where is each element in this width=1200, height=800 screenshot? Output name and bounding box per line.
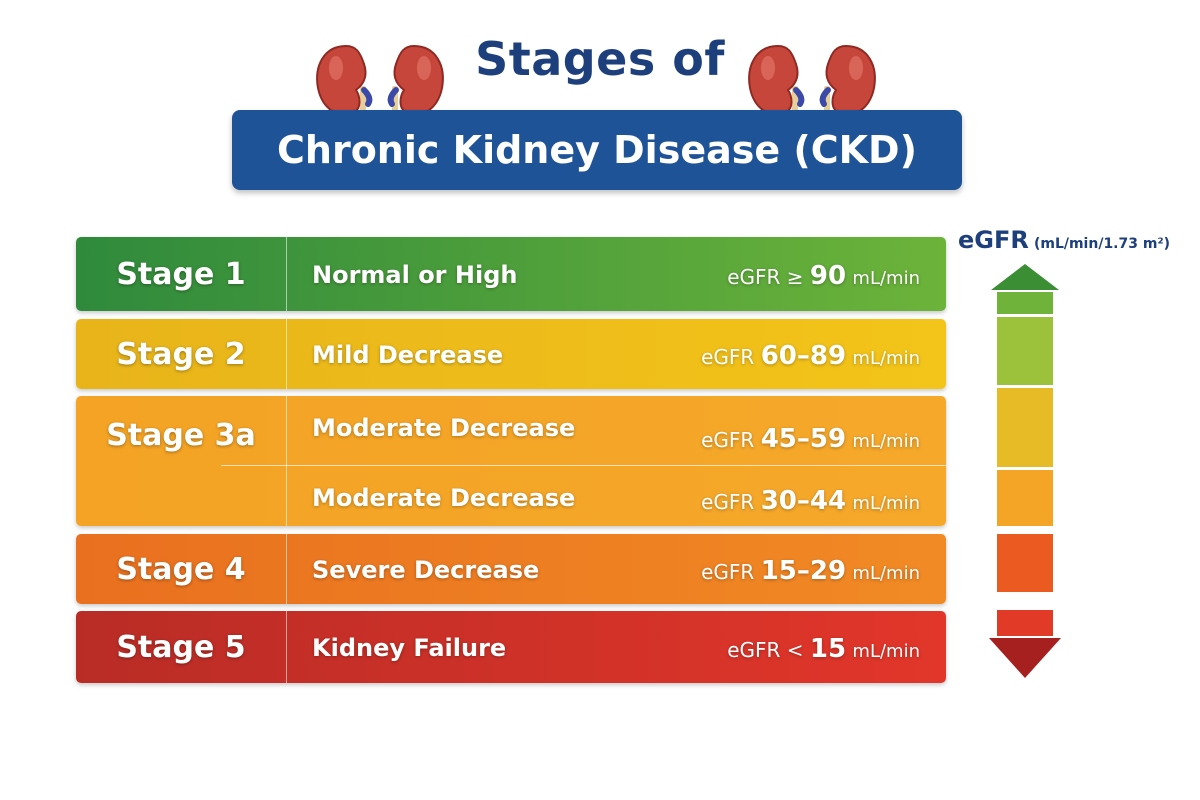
scale-segment [997,388,1053,467]
stage-description: Mild Decrease [312,341,504,369]
egfr-prefix: eGFR [701,560,755,584]
egfr-prefix: eGFR < [727,638,804,662]
egfr-unit: mL/min [852,563,920,584]
stage-description: Kidney Failure [312,634,507,662]
egfr-value: 15–29 [760,556,847,586]
stage-label: Stage 3a [106,418,256,453]
egfr-value: 30–44 [760,486,847,516]
egfr-range: eGFR 45–59 mL/min [701,424,920,454]
scale-segment [997,317,1053,385]
scale-segment [997,610,1053,636]
stage-row-3: Stage 3a Moderate Decrease eGFR 45–59 mL… [76,396,946,526]
column-divider [286,534,287,604]
egfr-unit: mL/min [852,641,920,662]
stage-label: Stage 2 [116,337,246,372]
egfr-range: eGFR < 15 mL/min [727,634,920,664]
egfr-prefix: eGFR ≥ [727,265,804,289]
stage-row-2: Stage 2 Mild Decrease eGFR 60–89 mL/min [76,319,946,389]
stage-description: Moderate Decrease [312,484,576,512]
egfr-range: eGFR 15–29 mL/min [701,556,920,586]
egfr-range: eGFR ≥ 90 mL/min [727,261,920,291]
stage-label: Stage 5 [116,630,246,665]
egfr-range: eGFR 60–89 mL/min [701,341,920,371]
title-line-2: Chronic Kidney Disease (CKD) [277,128,917,172]
egfr-unit: mL/min [852,431,920,452]
arrow-down-icon [989,638,1061,678]
column-divider [286,396,287,526]
scale-segment [997,470,1053,526]
title-banner: Chronic Kidney Disease (CKD) [232,110,962,190]
egfr-unit: mL/min [852,348,920,369]
stage-row-1: Stage 1 Normal or High eGFR ≥ 90 mL/min [76,237,946,311]
kidneys-right-icon [748,44,876,128]
egfr-value: 45–59 [760,424,847,454]
egfr-scale-label: eGFR [958,226,1029,254]
title-line-1: Stages of [475,32,725,86]
stage-label: Stage 4 [116,552,246,587]
egfr-value: 90 [809,261,847,291]
egfr-value: 15 [809,634,847,664]
egfr-scale [989,264,1061,678]
stage-description: Severe Decrease [312,556,540,584]
stage-description: Moderate Decrease [312,414,576,442]
arrow-up-icon [991,264,1059,290]
stage-description: Normal or High [312,261,518,289]
egfr-unit: mL/min [852,493,920,514]
egfr-scale-title: eGFR (mL/min/1.73 m²) [958,226,1170,254]
stage-row-4: Stage 4 Severe Decrease eGFR 15–29 mL/mi… [76,534,946,604]
egfr-range: eGFR 30–44 mL/min [701,486,920,516]
column-divider [286,237,287,311]
column-divider [286,319,287,389]
egfr-scale-unit: (mL/min/1.73 m²) [1033,236,1170,252]
stage-row-5: Stage 5 Kidney Failure eGFR < 15 mL/min [76,611,946,683]
scale-segment [997,292,1053,314]
egfr-value: 60–89 [760,341,847,371]
egfr-unit: mL/min [852,268,920,289]
scale-segment [997,534,1053,592]
kidneys-left-icon [316,44,444,128]
stage-label: Stage 1 [116,257,246,292]
subrow-divider [221,465,946,466]
egfr-prefix: eGFR [701,428,755,452]
egfr-prefix: eGFR [701,490,755,514]
column-divider [286,611,287,683]
egfr-prefix: eGFR [701,345,755,369]
